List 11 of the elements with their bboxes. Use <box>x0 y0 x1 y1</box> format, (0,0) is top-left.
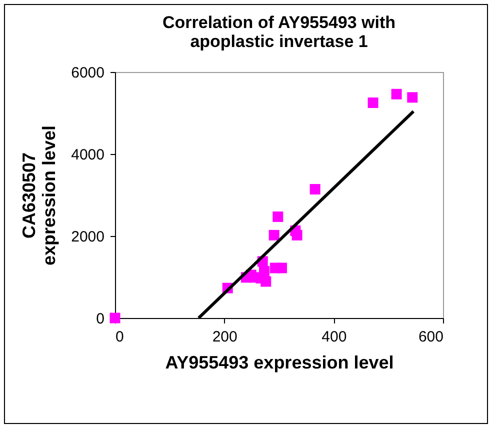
y-tick-label: 2000 <box>71 228 104 246</box>
y-axis-title: CA630507 expression level <box>19 125 60 266</box>
x-tick-label: 600 <box>418 328 444 346</box>
x-tick-label: 400 <box>322 328 347 346</box>
y-tick-label: 6000 <box>71 64 104 82</box>
x-tick-label: 0 <box>116 328 124 346</box>
y-tick-label: 4000 <box>71 146 104 164</box>
chart-title: Correlation of AY955493 with apoplastic invertase 1 <box>162 13 396 51</box>
y-tick-label: 0 <box>96 310 104 328</box>
x-axis-title: AY955493 expression level <box>165 352 394 372</box>
x-tick-label: 200 <box>212 328 238 346</box>
